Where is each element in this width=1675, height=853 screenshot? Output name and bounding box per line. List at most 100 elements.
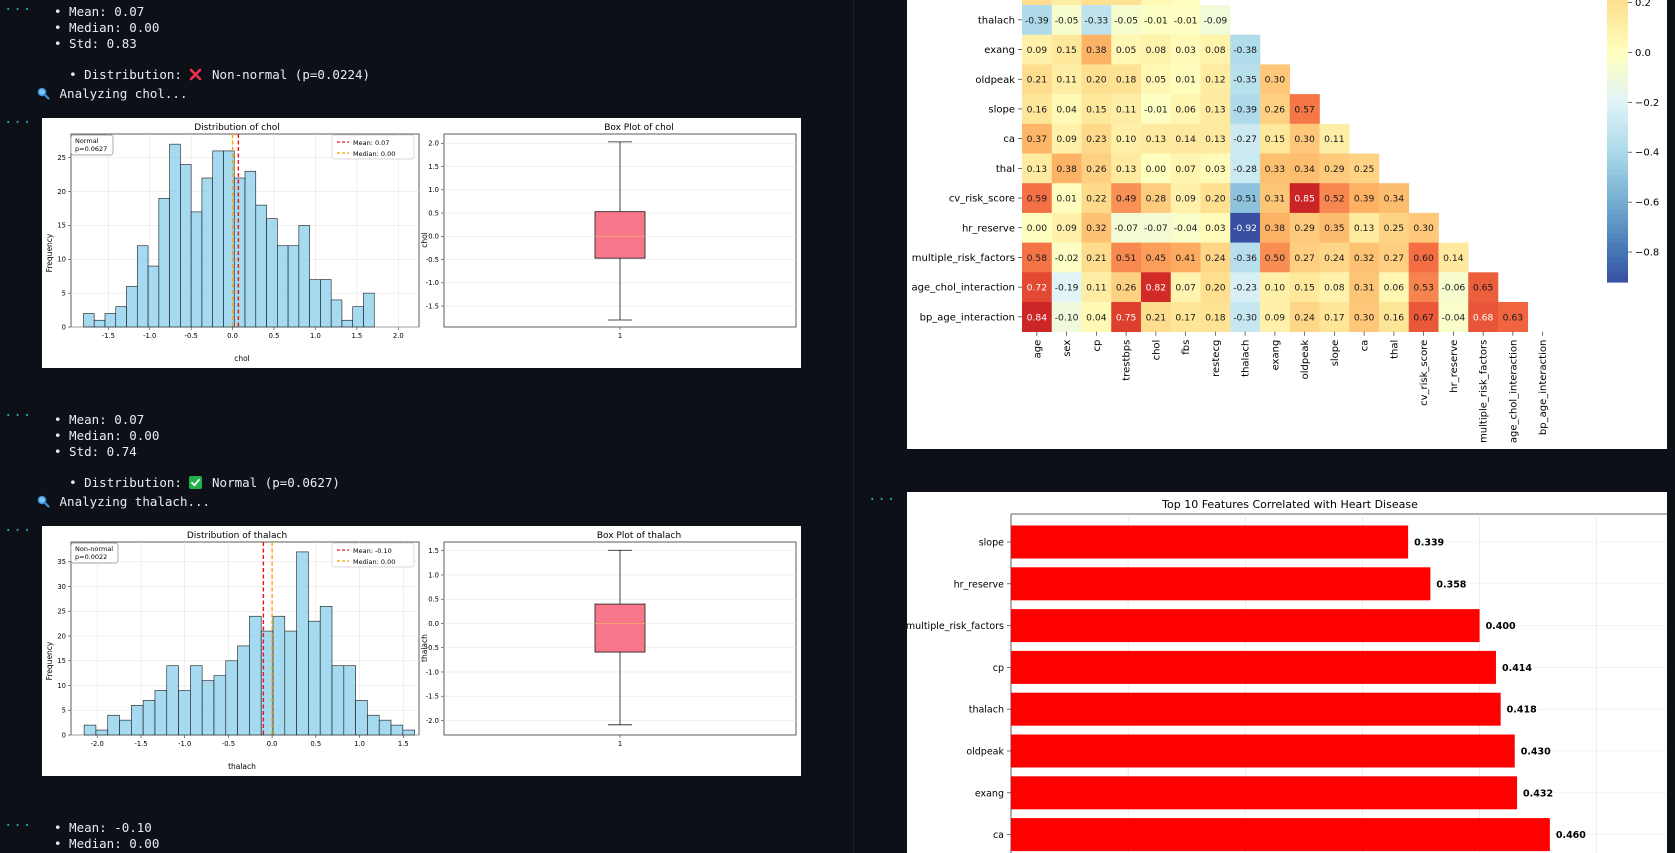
- heatmap-cell-label: 0.13: [1116, 164, 1137, 175]
- heatmap-cell-label: 0.20: [1086, 75, 1107, 86]
- heatmap-cell-label: 0.15: [1056, 45, 1077, 56]
- figure-chol: Distribution of chol Box Plot of chol ch…: [42, 118, 801, 368]
- heatmap-cell: [1230, 183, 1261, 214]
- colorbar-segment: [1607, 106, 1628, 113]
- heatmap-cell: [1022, 183, 1053, 214]
- hist-tick-label-y: 5: [62, 707, 66, 715]
- heatmap-cell-label: 0.37: [1027, 134, 1048, 145]
- heatmap-cell: [1260, 64, 1291, 95]
- heatmap-cell-partial: [1022, 0, 1052, 5]
- heatmap-cell: [1141, 212, 1172, 243]
- heatmap-cell-label: 0.45: [1146, 253, 1167, 264]
- heatmap-cell-label: 0.32: [1354, 253, 1374, 264]
- stat-distribution-value: Normal (p=0.0627): [212, 475, 340, 490]
- hist-tick-label-y: 25: [57, 154, 66, 162]
- hist-tick-label-y: 25: [57, 608, 66, 616]
- colorbar-segment: [1607, 28, 1628, 35]
- heatmap-cell-label: 0.03: [1175, 45, 1196, 56]
- colorbar-segment: [1607, 72, 1628, 79]
- feature-bar: [1011, 692, 1501, 726]
- cell-gutter-2[interactable]: ···: [4, 115, 33, 131]
- heatmap-cell-label: 0.21: [1086, 253, 1106, 264]
- heatmap-cell: [1379, 183, 1410, 214]
- heatmap-cell: [1349, 153, 1380, 184]
- stat-std: • Std: 0.83: [54, 36, 137, 51]
- histogram-bar: [249, 615, 262, 736]
- feature-label: thalach: [969, 705, 1004, 716]
- colorbar-segment: [1607, 101, 1628, 108]
- heatmap-row-label: hr_reserve: [962, 223, 1015, 234]
- normtest-line1: Normal: [75, 137, 99, 145]
- cell-gutter-5[interactable]: ···: [4, 818, 33, 834]
- heatmap-col-label: thal: [1389, 340, 1400, 359]
- colorbar-segment: [1607, 218, 1628, 225]
- heatmap-cell-label: -0.51: [1233, 193, 1257, 204]
- heatmap-cell-label: -0.01: [1144, 15, 1168, 26]
- heatmap-cell: [1438, 242, 1469, 273]
- heatmap-cell: [1022, 153, 1053, 184]
- histogram-bar: [402, 729, 415, 736]
- heatmap-row-label: thalach: [978, 15, 1015, 26]
- histogram-bar: [255, 204, 267, 328]
- heatmap-cell-label: 0.49: [1116, 193, 1137, 204]
- feature-bar: [1011, 609, 1480, 643]
- heatmap-cell-label: -0.10: [1055, 312, 1079, 323]
- heatmap-cell: [1230, 302, 1261, 332]
- heatmap-cell: [1111, 5, 1142, 35]
- feature-label: multiple_risk_factors: [907, 621, 1004, 632]
- heatmap-cell-label: 0.15: [1086, 104, 1107, 115]
- feature-value-label: 0.418: [1507, 705, 1537, 716]
- hist-tick-label-x: 1.5: [351, 332, 362, 340]
- heatmap-cell: [1498, 302, 1529, 332]
- heatmap-cell-label: 0.38: [1265, 223, 1286, 234]
- histogram-bar: [341, 319, 354, 328]
- histogram-bar: [367, 714, 380, 736]
- heatmap-cell: [1349, 242, 1380, 273]
- heatmap-cell-label: 0.39: [1354, 193, 1375, 204]
- legend-mean-label: Mean: 0.07: [353, 139, 389, 147]
- hist-tick-label-x: 2.0: [393, 332, 404, 340]
- heatmap-cell-label: -0.30: [1233, 312, 1257, 323]
- heatmap-cell-label: 0.04: [1056, 104, 1077, 115]
- histogram-bar: [104, 313, 117, 328]
- stat-median: • Median: 0.00: [54, 20, 160, 35]
- colorbar-segment: [1607, 204, 1628, 210]
- hist-tick-label-y: 10: [57, 256, 66, 264]
- normtest-line2: p=0.0022: [75, 553, 107, 561]
- heatmap-cell-label: 0.09: [1027, 45, 1048, 56]
- feature-bar: [1011, 734, 1515, 768]
- heatmap-cell: [1170, 5, 1201, 35]
- hist-tick-label-y: 15: [57, 222, 66, 230]
- heatmap-cell: [1081, 5, 1112, 35]
- heatmap-cell-label: 0.26: [1086, 164, 1107, 175]
- heatmap-cell: [1141, 123, 1172, 154]
- heatmap-cell-label: 0.01: [1056, 193, 1076, 204]
- heatmap-row-label: age_chol_interaction: [912, 283, 1015, 294]
- heatmap-cell: [1170, 94, 1201, 125]
- heatmap-cell-label: 0.13: [1354, 223, 1375, 234]
- cell-gutter-4[interactable]: ···: [4, 523, 33, 539]
- colorbar-segment: [1607, 223, 1628, 230]
- heatmap-cell-label: 0.05: [1116, 45, 1137, 56]
- cell-gutter-3[interactable]: ···: [4, 408, 33, 424]
- heatmap-cell-label: -0.92: [1233, 223, 1257, 234]
- heatmap-cell-label: 0.63: [1503, 312, 1524, 323]
- heatmap-cell-label: 0.75: [1116, 312, 1137, 323]
- heatmap-cell: [1230, 34, 1261, 65]
- heatmap-cell: [1230, 212, 1261, 243]
- heatmap-row-label: bp_age_interaction: [920, 312, 1015, 323]
- cell-gutter-6[interactable]: ···: [868, 492, 897, 508]
- hist-tick-label-y: 20: [57, 632, 66, 640]
- heatmap-cell: [1141, 183, 1172, 214]
- colorbar-segment: [1607, 58, 1628, 64]
- heatmap-cell-label: 0.17: [1324, 312, 1345, 323]
- heatmap-cell-label: 0.67: [1413, 312, 1434, 323]
- heatmap-cell: [1081, 94, 1112, 125]
- heatmap-cell-label: 0.16: [1384, 312, 1405, 323]
- colorbar-segment: [1607, 199, 1628, 205]
- heatmap-cell-label: 0.30: [1294, 134, 1315, 145]
- cell-gutter-1[interactable]: ···: [4, 2, 33, 18]
- heatmap-cell-label: 0.32: [1086, 223, 1106, 234]
- box-title: Box Plot of chol: [604, 123, 674, 133]
- hist-tick-label-x: 0.0: [227, 332, 238, 340]
